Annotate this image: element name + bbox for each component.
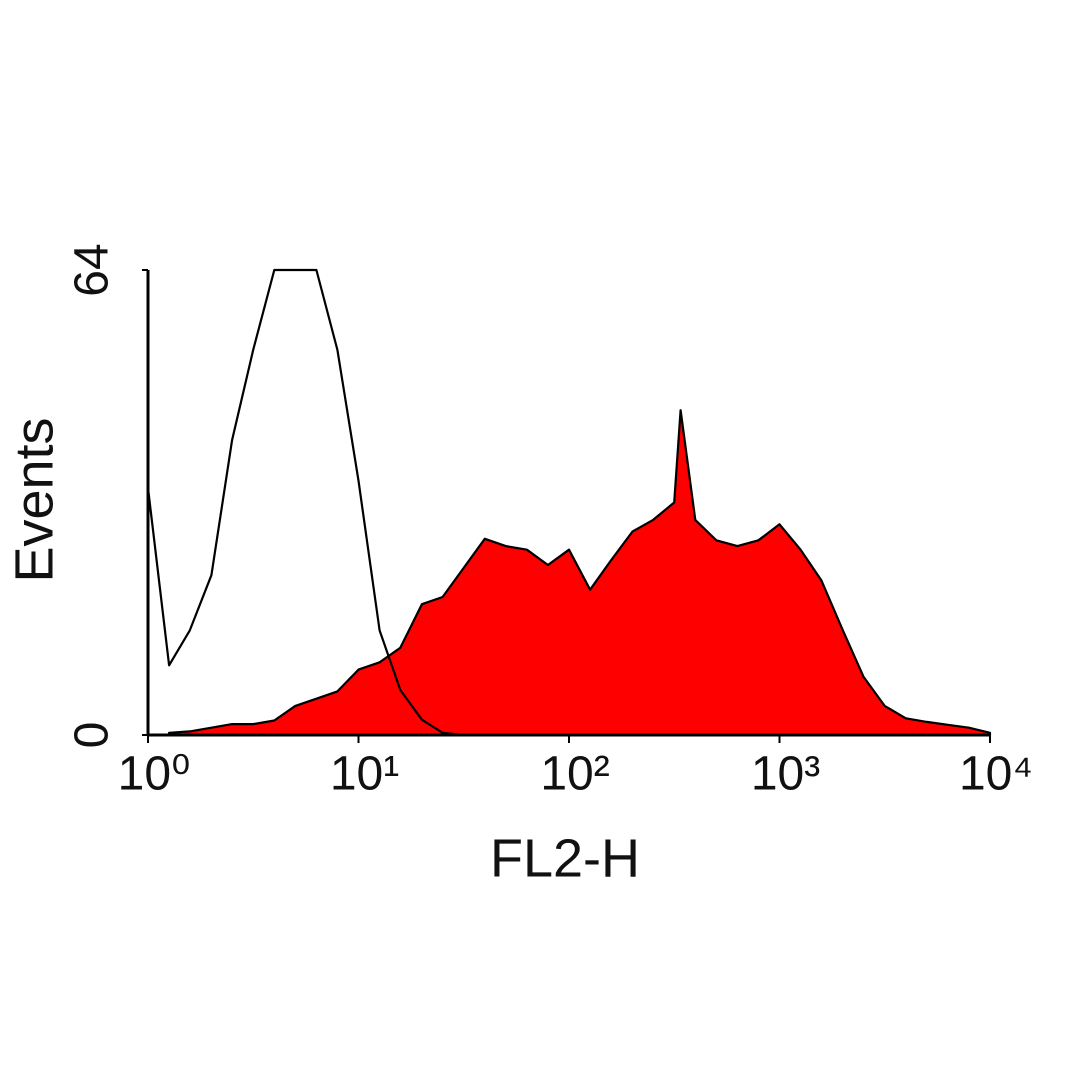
x-tick-label: 10⁰ (118, 748, 191, 801)
x-axis-label: FL2-H (490, 828, 640, 888)
x-tick-label: 10² (540, 748, 609, 801)
x-tick-label: 10³ (751, 748, 820, 801)
y-axis-label: Events (4, 417, 64, 582)
x-tick-label: 10⁴ (959, 748, 1033, 801)
y-tick-label: 64 (66, 243, 119, 296)
y-tick-label: 0 (66, 722, 119, 749)
x-tick-label: 10¹ (330, 748, 399, 801)
histogram-area (168, 409, 992, 737)
histogram-line (146, 268, 464, 737)
